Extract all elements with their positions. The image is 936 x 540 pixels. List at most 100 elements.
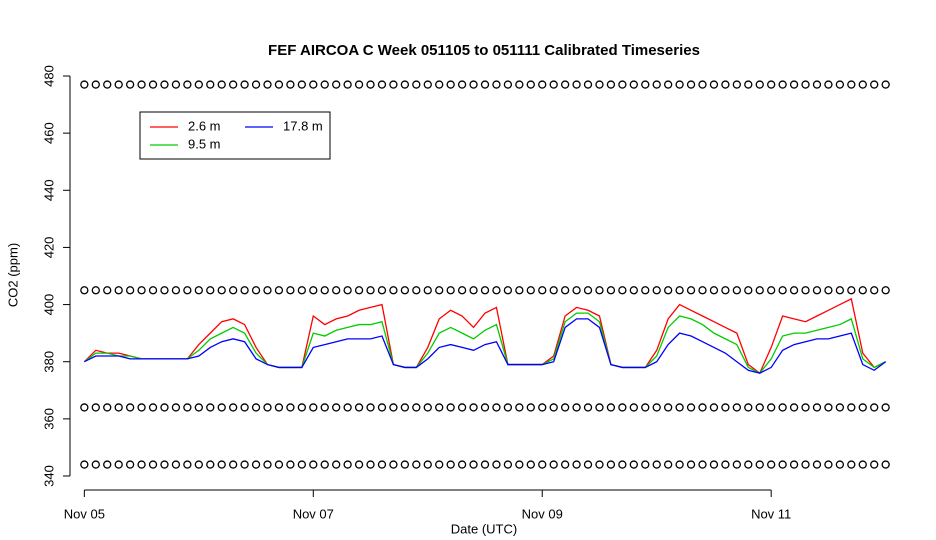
calibration-marker	[263, 403, 272, 412]
calibration-marker	[755, 80, 764, 89]
calibration-marker	[183, 403, 192, 412]
calibration-marker	[400, 460, 410, 469]
calibration-marker	[343, 403, 352, 412]
calibration-marker	[549, 80, 558, 89]
calibration-marker	[641, 403, 650, 412]
calibration-marker	[435, 286, 444, 295]
calibration-marker	[721, 286, 730, 295]
calibration-marker	[870, 80, 879, 89]
calibration-marker	[538, 286, 547, 295]
calibration-marker	[858, 286, 867, 295]
calibration-marker	[80, 286, 89, 295]
calibration-marker	[480, 80, 490, 89]
calibration-marker	[103, 460, 112, 469]
calibration-marker	[469, 460, 478, 469]
calibration-marker	[721, 460, 730, 469]
calibration-marker	[125, 80, 135, 89]
calibration-marker	[618, 286, 627, 295]
calibration-marker	[400, 80, 410, 89]
calibration-marker	[606, 403, 616, 412]
calibration-marker	[664, 460, 673, 469]
calibration-marker	[526, 460, 535, 469]
calibration-marker	[114, 460, 123, 469]
calibration-marker	[675, 286, 684, 295]
calibration-marker	[560, 460, 570, 469]
calibration-marker	[732, 403, 741, 412]
calibration-marker	[137, 80, 146, 89]
calibration-marker	[332, 286, 341, 295]
calibration-marker	[332, 80, 341, 89]
calibration-marker	[194, 80, 203, 89]
calibration-marker	[240, 286, 249, 295]
calibration-marker	[263, 80, 272, 89]
calibration-marker	[778, 403, 787, 412]
calibration-marker	[526, 403, 535, 412]
legend-label: 9.5 m	[188, 136, 221, 151]
x-tick-label: Nov 11	[751, 506, 791, 521]
calibration-marker	[583, 460, 593, 469]
calibration-marker	[732, 460, 741, 469]
calibration-marker	[194, 403, 203, 412]
calibration-marker	[366, 403, 375, 412]
calibration-marker	[606, 80, 616, 89]
calibration-marker	[480, 403, 490, 412]
data-line	[83, 297, 886, 375]
calibration-marker	[629, 403, 638, 412]
calibration-marker	[389, 460, 398, 469]
calibration-marker	[217, 403, 226, 412]
calibration-marker	[446, 80, 455, 89]
calibration-marker	[400, 286, 410, 295]
calibration-marker	[435, 80, 444, 89]
calibration-marker	[377, 460, 387, 469]
calibration-marker	[103, 286, 112, 295]
calibration-marker	[103, 80, 112, 89]
calibration-marker	[686, 80, 696, 89]
calibration-marker	[812, 286, 822, 295]
calibration-marker	[160, 460, 169, 469]
calibration-marker	[423, 403, 432, 412]
calibration-marker	[847, 80, 856, 89]
calibration-marker	[583, 80, 593, 89]
calibration-marker	[595, 403, 604, 412]
calibration-marker	[343, 286, 352, 295]
calibration-marker	[629, 460, 638, 469]
calibration-marker	[767, 460, 776, 469]
calibration-marker	[412, 403, 421, 412]
calibration-marker	[881, 403, 890, 412]
calibration-marker	[789, 403, 799, 412]
calibration-marker	[538, 403, 547, 412]
calibration-marker	[171, 403, 181, 412]
calibration-marker	[457, 286, 467, 295]
calibration-marker	[332, 403, 341, 412]
calibration-marker	[80, 460, 89, 469]
calibration-marker	[217, 286, 226, 295]
calibration-marker	[835, 460, 845, 469]
y-tick-label: 480	[41, 65, 56, 87]
calibration-marker	[366, 460, 375, 469]
calibration-marker	[114, 286, 123, 295]
calibration-marker	[251, 403, 261, 412]
calibration-marker	[229, 80, 238, 89]
calibration-marker	[274, 80, 284, 89]
calibration-marker	[148, 403, 158, 412]
calibration-marker	[389, 286, 398, 295]
calibration-marker	[583, 286, 593, 295]
calibration-marker	[480, 460, 490, 469]
calibration-marker	[297, 403, 306, 412]
y-tick-label: 360	[41, 408, 56, 430]
calibration-marker	[744, 286, 753, 295]
calibration-marker	[778, 460, 787, 469]
calibration-marker	[709, 460, 719, 469]
calibration-marker	[480, 286, 490, 295]
calibration-marker	[206, 286, 215, 295]
calibration-marker	[698, 286, 707, 295]
calibration-marker	[549, 403, 558, 412]
calibration-marker	[274, 403, 284, 412]
calibration-marker	[171, 460, 181, 469]
calibration-marker	[652, 286, 661, 295]
calibration-marker	[194, 286, 203, 295]
y-tick-label: 380	[41, 351, 56, 373]
calibration-marker	[583, 403, 593, 412]
